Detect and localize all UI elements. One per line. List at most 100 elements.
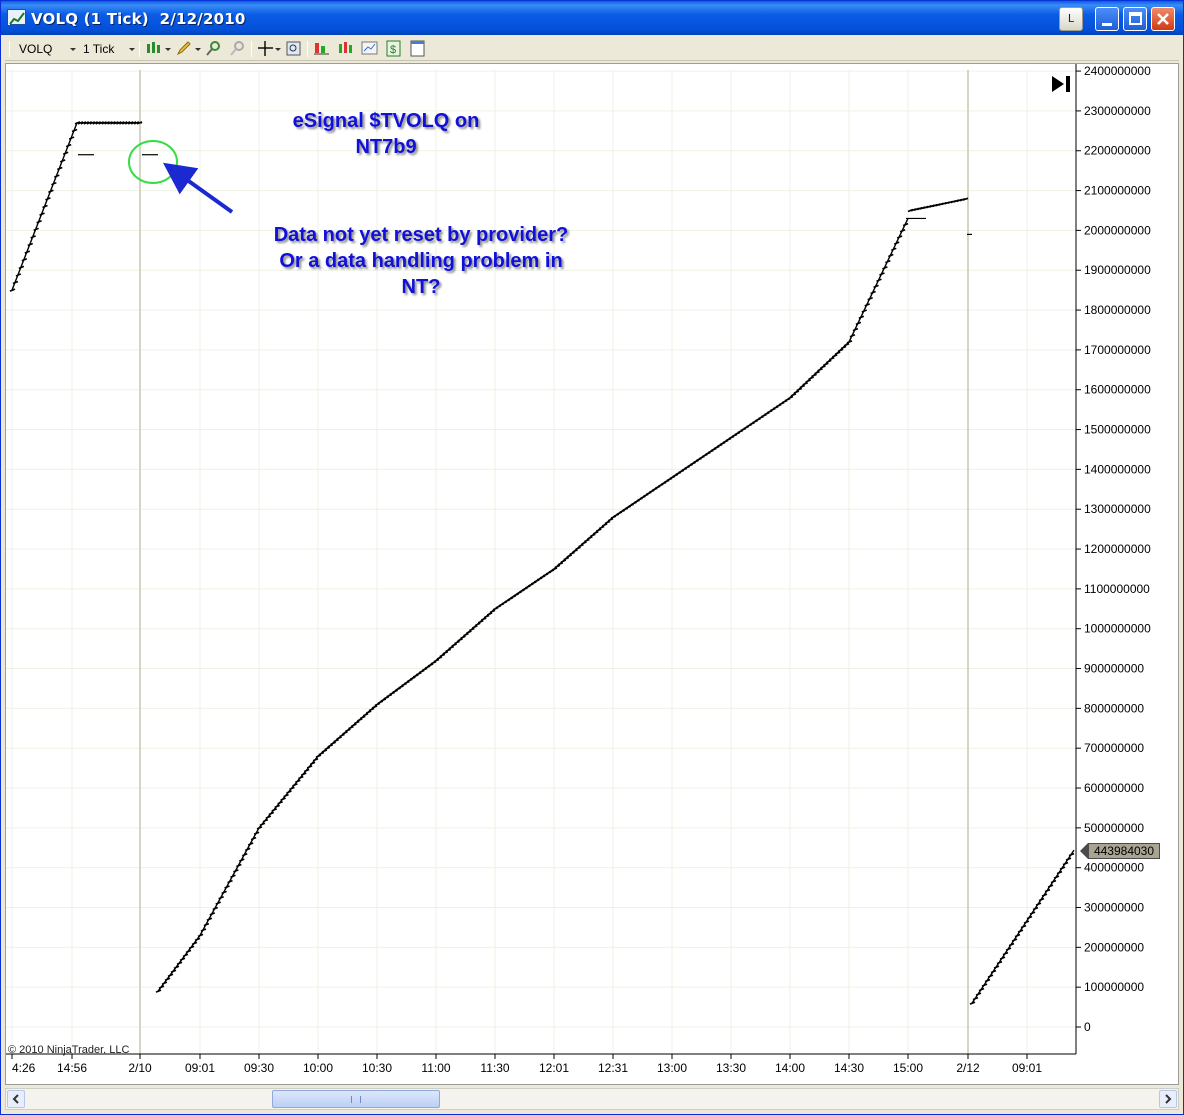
toolbar-separator xyxy=(251,41,252,57)
y-tick-label: 500000000 xyxy=(1084,821,1144,835)
volume-series xyxy=(9,121,1075,1005)
maximize-icon xyxy=(1129,12,1142,25)
chart-panel[interactable]: 0 100000000 200000000 300000000 400000000 500… xyxy=(5,63,1179,1085)
chevron-down-icon[interactable] xyxy=(195,48,201,51)
x-tick-label: 09:01 xyxy=(1012,1061,1042,1075)
x-tick-label: 14:56 xyxy=(57,1061,87,1075)
axes: 0 100000000 200000000 300000000 400000000 500… xyxy=(6,64,1151,1075)
copyright-notice: © 2010 NinjaTrader, LLC xyxy=(8,1044,130,1056)
instrument-selector[interactable]: VOLQ xyxy=(19,42,53,56)
y-tick-label: 1700000000 xyxy=(1084,343,1151,357)
y-tick-label: 1800000000 xyxy=(1084,303,1151,317)
chevron-down-icon[interactable] xyxy=(129,48,135,51)
y-tick-label: 700000000 xyxy=(1084,741,1144,755)
last-price-label: 443984030 xyxy=(1088,843,1160,859)
y-tick-label: 200000000 xyxy=(1084,940,1144,954)
maximize-button[interactable] xyxy=(1123,7,1147,31)
x-tick-label: 2/10 xyxy=(128,1061,152,1075)
series-line xyxy=(157,218,909,992)
y-tick-label: 2200000000 xyxy=(1084,144,1151,158)
svg-text:$: $ xyxy=(390,44,396,56)
y-tick-label: 1500000000 xyxy=(1084,423,1151,437)
dollar-icon[interactable]: $ xyxy=(385,40,402,57)
y-tick-label: 0 xyxy=(1084,1020,1091,1034)
y-tick-label: 1400000000 xyxy=(1084,462,1151,476)
x-tick-label: 09:30 xyxy=(244,1061,274,1075)
zoom-in-icon[interactable] xyxy=(205,40,222,57)
y-tick-label: 400000000 xyxy=(1084,861,1144,875)
x-tick-label: 15:00 xyxy=(893,1061,923,1075)
data-box-icon[interactable] xyxy=(285,40,302,57)
chevron-down-icon[interactable] xyxy=(70,48,76,51)
horizontal-scrollbar[interactable] xyxy=(5,1088,1179,1110)
chart-app-icon xyxy=(7,9,26,26)
y-tick-label: 1100000000 xyxy=(1084,582,1150,596)
zoom-out-icon[interactable] xyxy=(229,40,246,57)
last-price-marker-tip xyxy=(1080,843,1088,859)
chevron-down-icon[interactable] xyxy=(275,48,281,51)
y-tick-label: 1900000000 xyxy=(1084,263,1151,277)
strategies-icon[interactable] xyxy=(337,40,354,57)
y-tick-label: 2400000000 xyxy=(1084,64,1151,78)
y-tick-label: 1300000000 xyxy=(1084,502,1151,516)
toolbar-separator xyxy=(307,41,308,57)
y-tick-label: 900000000 xyxy=(1084,662,1144,676)
y-tick-label: 1200000000 xyxy=(1084,542,1151,556)
series-line xyxy=(971,849,1075,1004)
x-tick-label: 11:30 xyxy=(480,1061,509,1075)
scroll-to-end-icon[interactable] xyxy=(1048,72,1074,96)
link-button[interactable]: L xyxy=(1059,7,1083,31)
grid-lines xyxy=(6,70,1076,1054)
x-tick-label: 10:30 xyxy=(362,1061,392,1075)
pointer-arrow xyxy=(162,162,234,214)
annotation-question: Data not yet reset by provider? Or a dat… xyxy=(273,224,569,298)
close-button[interactable] xyxy=(1151,7,1175,31)
annotation-shapes xyxy=(128,140,234,214)
x-tick-label: 4:26 xyxy=(12,1061,36,1075)
y-tick-label: 800000000 xyxy=(1084,701,1144,715)
x-tick-label: 13:30 xyxy=(716,1061,746,1075)
y-tick-label: 2000000000 xyxy=(1084,223,1151,237)
x-tick-label: 14:30 xyxy=(834,1061,864,1075)
x-tick-label: 12:01 xyxy=(539,1061,569,1075)
y-tick-label: 600000000 xyxy=(1084,781,1144,795)
toolbar-separator xyxy=(9,41,10,57)
x-tick-label: 2/12 xyxy=(956,1061,980,1075)
toolbar-separator xyxy=(139,41,140,57)
chevron-left-icon xyxy=(12,1094,19,1104)
y-tick-label: 2300000000 xyxy=(1084,104,1151,118)
scroll-thumb[interactable] xyxy=(272,1090,440,1108)
annotation-title: eSignal $TVOLQ on NT7b9 xyxy=(292,110,480,158)
chevron-down-icon[interactable] xyxy=(165,48,171,51)
panel-icon[interactable] xyxy=(409,40,426,57)
scroll-right-button[interactable] xyxy=(1159,1090,1177,1108)
interval-selector[interactable]: 1 Tick xyxy=(83,42,115,56)
bar-type-icon[interactable] xyxy=(145,40,162,57)
window-title: VOLQ (1 Tick) 2/12/2010 xyxy=(31,10,246,28)
minimize-icon xyxy=(1102,23,1112,26)
y-tick-label: 1600000000 xyxy=(1084,383,1151,397)
crosshair-icon[interactable] xyxy=(257,40,274,57)
title-bar[interactable]: VOLQ (1 Tick) 2/12/2010 L xyxy=(1,1,1183,35)
y-tick-label: 2100000000 xyxy=(1084,184,1151,198)
indicators-icon[interactable] xyxy=(313,40,330,57)
highlight-circle xyxy=(128,140,178,184)
x-tick-label: 13:00 xyxy=(657,1061,687,1075)
chevron-right-icon xyxy=(1165,1094,1172,1104)
x-tick-label: 09:01 xyxy=(185,1061,215,1075)
chart-properties-icon[interactable] xyxy=(361,40,378,57)
pencil-icon[interactable] xyxy=(175,40,192,57)
minimize-button[interactable] xyxy=(1095,7,1119,31)
price-chart[interactable]: 0 100000000 200000000 300000000 400000000 500… xyxy=(6,64,1178,1084)
grip-icon xyxy=(351,1096,361,1103)
series-line xyxy=(11,122,142,291)
y-tick-label: 1000000000 xyxy=(1084,622,1151,636)
x-tick-label: 14:00 xyxy=(775,1061,805,1075)
x-tick-label: 11:00 xyxy=(421,1061,450,1075)
x-tick-label: 12:31 xyxy=(598,1061,628,1075)
chart-toolbar: VOLQ 1 Tick xyxy=(5,37,1179,61)
close-icon xyxy=(1157,13,1169,25)
x-tick-label: 10:00 xyxy=(303,1061,333,1075)
scroll-left-button[interactable] xyxy=(7,1090,25,1108)
